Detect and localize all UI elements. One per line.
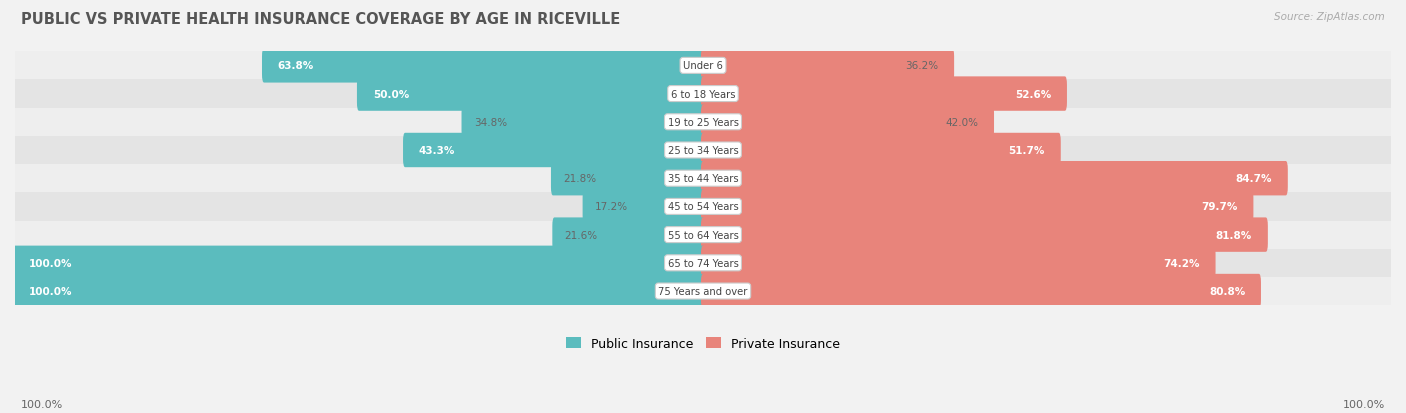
FancyBboxPatch shape	[551, 161, 704, 196]
Bar	[15, 165, 1391, 193]
Text: 79.7%: 79.7%	[1201, 202, 1237, 212]
FancyBboxPatch shape	[702, 218, 1268, 252]
FancyBboxPatch shape	[702, 190, 1253, 224]
FancyBboxPatch shape	[13, 246, 704, 280]
Text: 17.2%: 17.2%	[595, 202, 628, 212]
Text: 52.6%: 52.6%	[1015, 89, 1052, 100]
Text: Source: ZipAtlas.com: Source: ZipAtlas.com	[1274, 12, 1385, 22]
Text: 43.3%: 43.3%	[419, 146, 456, 156]
Text: 25 to 34 Years: 25 to 34 Years	[668, 146, 738, 156]
FancyBboxPatch shape	[404, 133, 704, 168]
Text: 21.6%: 21.6%	[565, 230, 598, 240]
Text: 6 to 18 Years: 6 to 18 Years	[671, 89, 735, 100]
FancyBboxPatch shape	[262, 49, 704, 83]
Bar	[15, 193, 1391, 221]
Text: 100.0%: 100.0%	[28, 286, 72, 296]
Text: 84.7%: 84.7%	[1236, 174, 1272, 184]
Text: 74.2%: 74.2%	[1163, 258, 1199, 268]
FancyBboxPatch shape	[461, 105, 704, 140]
Text: 19 to 25 Years: 19 to 25 Years	[668, 117, 738, 128]
Text: 36.2%: 36.2%	[905, 61, 938, 71]
FancyBboxPatch shape	[702, 161, 1288, 196]
Text: Under 6: Under 6	[683, 61, 723, 71]
FancyBboxPatch shape	[702, 105, 994, 140]
Text: 81.8%: 81.8%	[1216, 230, 1251, 240]
Text: 34.8%: 34.8%	[474, 117, 508, 128]
Bar	[15, 277, 1391, 305]
Bar	[15, 80, 1391, 109]
Text: 35 to 44 Years: 35 to 44 Years	[668, 174, 738, 184]
Bar	[15, 137, 1391, 165]
Text: 21.8%: 21.8%	[564, 174, 596, 184]
FancyBboxPatch shape	[357, 77, 704, 112]
Text: 63.8%: 63.8%	[278, 61, 314, 71]
FancyBboxPatch shape	[702, 49, 955, 83]
Text: 51.7%: 51.7%	[1008, 146, 1045, 156]
FancyBboxPatch shape	[582, 190, 704, 224]
Text: 42.0%: 42.0%	[945, 117, 979, 128]
Text: 50.0%: 50.0%	[373, 89, 409, 100]
Text: 45 to 54 Years: 45 to 54 Years	[668, 202, 738, 212]
FancyBboxPatch shape	[702, 246, 1216, 280]
Text: 80.8%: 80.8%	[1209, 286, 1246, 296]
Text: 75 Years and over: 75 Years and over	[658, 286, 748, 296]
Bar	[15, 109, 1391, 137]
Bar	[15, 52, 1391, 80]
Text: 65 to 74 Years: 65 to 74 Years	[668, 258, 738, 268]
Legend: Public Insurance, Private Insurance: Public Insurance, Private Insurance	[561, 332, 845, 355]
Text: PUBLIC VS PRIVATE HEALTH INSURANCE COVERAGE BY AGE IN RICEVILLE: PUBLIC VS PRIVATE HEALTH INSURANCE COVER…	[21, 12, 620, 27]
FancyBboxPatch shape	[702, 133, 1060, 168]
FancyBboxPatch shape	[702, 77, 1067, 112]
Text: 100.0%: 100.0%	[28, 258, 72, 268]
FancyBboxPatch shape	[553, 218, 704, 252]
FancyBboxPatch shape	[702, 274, 1261, 309]
Bar	[15, 221, 1391, 249]
Bar	[15, 249, 1391, 277]
Text: 55 to 64 Years: 55 to 64 Years	[668, 230, 738, 240]
FancyBboxPatch shape	[13, 274, 704, 309]
Text: 100.0%: 100.0%	[1343, 399, 1385, 409]
Text: 100.0%: 100.0%	[21, 399, 63, 409]
